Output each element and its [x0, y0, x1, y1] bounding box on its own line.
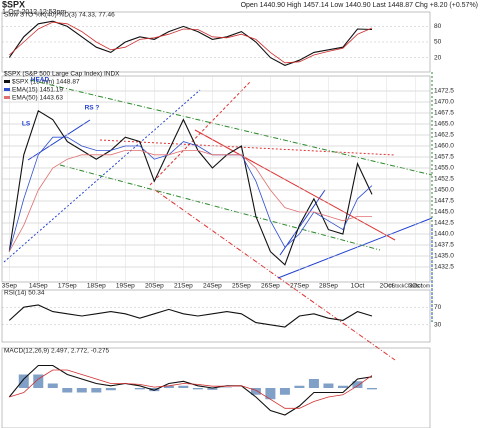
y-tick-label: 1447.5: [434, 198, 454, 205]
x-tick-label: 2Oct: [380, 283, 394, 290]
legend-label: EMA(15) 1451.19: [12, 87, 63, 94]
series-line: [8, 150, 372, 252]
histogram-bar: [76, 388, 87, 393]
x-tick-label: 3Sep: [2, 283, 18, 290]
x-tick-label: 14Sep: [29, 283, 48, 290]
y-tick-label: 1442.5: [434, 220, 454, 227]
histogram-bar: [18, 374, 29, 388]
y-tick-label: 1435.0: [434, 253, 454, 260]
histogram-bar: [294, 385, 305, 388]
panel-title: RSI(14) 50.34: [4, 290, 45, 297]
histogram-bar: [62, 388, 73, 393]
panel-title: Slow STO %K(40) %D(3) 74.33, 77.46: [4, 12, 115, 19]
y-tick-label: 50: [434, 39, 442, 46]
x-tick-label: 28Sep: [319, 283, 338, 290]
x-tick-label: 17Sep: [58, 283, 77, 290]
panel-frame: [1, 347, 431, 428]
series-line: [8, 304, 373, 328]
x-tick-label: 1Oct: [351, 283, 365, 290]
legend-swatch: [4, 80, 10, 83]
histogram-bar: [149, 388, 160, 392]
annotation: HEAD: [31, 77, 50, 84]
y-tick-label: 1450.0: [434, 187, 454, 194]
y-tick-label: 30: [434, 322, 442, 329]
histogram-bar: [105, 388, 116, 391]
x-tick-label: 3Oct: [409, 283, 423, 290]
histogram-bar: [134, 388, 145, 390]
symbol: $SPX: [2, 0, 25, 9]
annotation: LS: [22, 121, 31, 128]
legend-swatch: [4, 88, 10, 91]
histogram-bar: [366, 388, 377, 390]
y-tick-label: 80: [434, 23, 442, 30]
x-tick-label: 21Sep: [174, 283, 193, 290]
annotation: RS ?: [85, 105, 100, 112]
series-line: [8, 20, 373, 67]
x-tick-label: 27Sep: [290, 283, 309, 290]
y-tick-label: 1437.5: [434, 242, 454, 249]
credit: ©StockCharts.com: [388, 282, 430, 289]
histogram-bar: [192, 388, 203, 390]
y-tick-label: 70: [434, 304, 442, 311]
y-tick-label: 1467.5: [434, 110, 454, 117]
series-line: [8, 109, 373, 266]
y-tick-label: 1440.0: [434, 231, 454, 238]
y-tick-label: 1445.0: [434, 209, 454, 216]
y-tick-label: 1462.5: [434, 132, 454, 139]
histogram-bar: [279, 388, 290, 395]
histogram-bar: [33, 374, 44, 388]
panel-title: MACD(12,26,9) 2.497, 2.772, -0.275: [4, 348, 110, 355]
legend-label: $SPX (15 min) 1448.87: [12, 79, 80, 86]
histogram-bar: [47, 383, 58, 388]
y-tick-label: 1460.0: [434, 143, 454, 150]
legend-swatch: [4, 96, 10, 99]
series-line: [8, 136, 373, 252]
quote: Open 1440.90 High 1457.14 Low 1440.90 La…: [241, 2, 478, 9]
histogram-bar: [352, 381, 363, 388]
x-tick-label: 20Sep: [145, 283, 164, 290]
histogram-bar: [337, 385, 348, 388]
histogram-bar: [308, 379, 319, 388]
legend-label: EMA(50) 1443.63: [12, 95, 63, 102]
y-tick-label: 1432.5: [434, 264, 454, 271]
histogram-bar: [250, 388, 261, 395]
y-tick-label: 1465.0: [434, 121, 454, 128]
y-tick-label: 20: [434, 54, 442, 61]
x-tick-label: 25Sep: [232, 283, 251, 290]
histogram-bar: [207, 388, 218, 390]
y-tick-label: 1457.5: [434, 154, 454, 161]
histogram-bar: [323, 383, 334, 388]
y-tick-label: 1455.0: [434, 165, 454, 172]
y-tick-label: 1452.5: [434, 176, 454, 183]
date: 1-Oct-2012 12:53pm: [2, 9, 66, 16]
y-tick-label: 1472.5: [434, 88, 454, 95]
x-tick-label: 26Sep: [261, 283, 280, 290]
histogram-bar: [163, 385, 174, 388]
x-tick-label: 19Sep: [116, 283, 135, 290]
series-line: [9, 21, 373, 64]
panel-title: $SPX (S&P 500 Large Cap Index) INDX: [4, 71, 120, 78]
y-tick-label: 1470.0: [434, 99, 454, 106]
x-tick-label: 24Sep: [203, 283, 222, 290]
x-tick-label: 18Sep: [87, 283, 106, 290]
histogram-bar: [178, 385, 189, 388]
series-line: [9, 369, 373, 409]
histogram-bar: [265, 388, 276, 400]
panel-frame: [1, 289, 431, 343]
histogram-bar: [91, 388, 102, 393]
